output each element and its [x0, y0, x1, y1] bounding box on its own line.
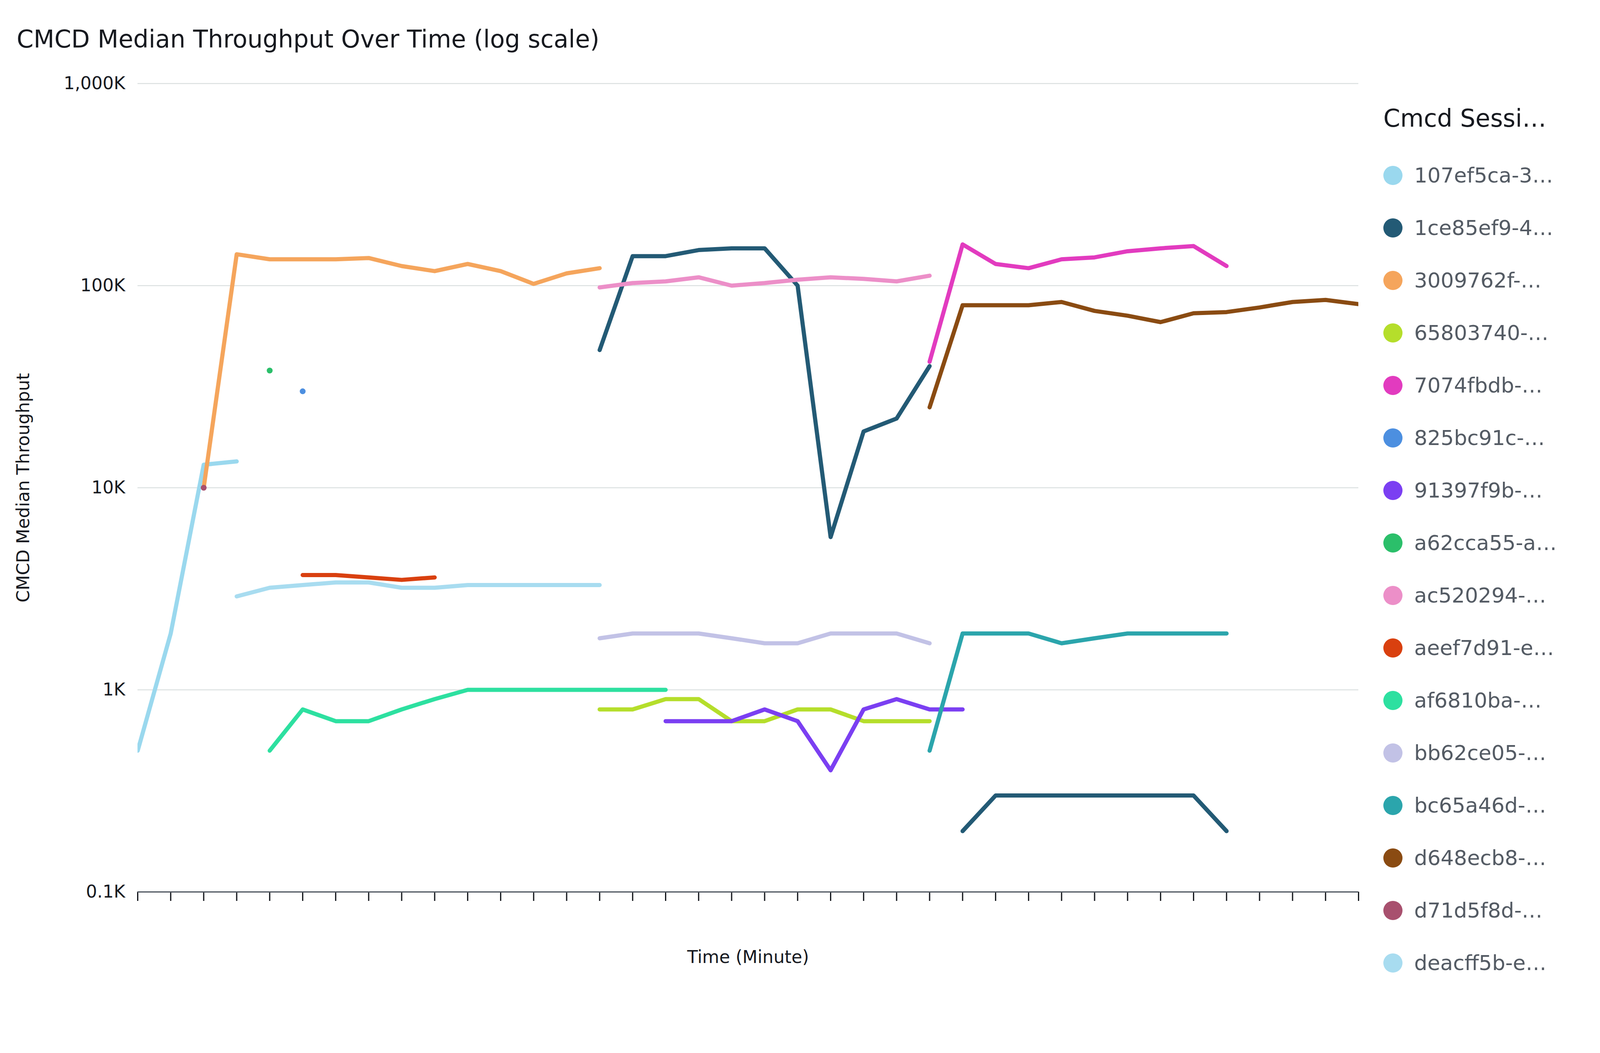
html-text:d648ecb8-…: d648ecb8-…	[1414, 845, 1547, 870]
html-text:aeef7d91-e…: aeef7d91-e…	[1414, 635, 1555, 660]
svg-text:1K: 1K	[102, 679, 126, 700]
html-text:ac520294-…: ac520294-…	[1414, 583, 1547, 608]
html-text:3009762f-…: 3009762f-…	[1414, 268, 1542, 293]
svg-text:Time (Minute): Time (Minute)	[686, 946, 809, 968]
html-text:bc65a46d-…: bc65a46d-…	[1414, 793, 1547, 818]
html-text:7074fbdb-…: 7074fbdb-…	[1414, 373, 1543, 398]
svg-text:100K: 100K	[80, 275, 126, 296]
html-text:deacff5b-e…: deacff5b-e…	[1414, 950, 1547, 975]
html-text:bb62ce05-…: bb62ce05-…	[1414, 740, 1547, 765]
html-text:CMCD Median Throughput Over Ti: CMCD Median Throughput Over Time (log sc…	[16, 25, 600, 54]
html-text:a62cca55-a…: a62cca55-a…	[1414, 530, 1557, 555]
svg-text:CMCD Median Throughput: CMCD Median Throughput	[12, 372, 34, 603]
html-text:Cmcd Sessi…: Cmcd Sessi…	[1383, 104, 1547, 133]
html-text:af6810ba-…: af6810ba-…	[1414, 688, 1542, 713]
svg-text:10K: 10K	[91, 477, 126, 498]
html-text:107ef5ca-3…: 107ef5ca-3…	[1414, 163, 1554, 188]
html-text:825bc91c-…: 825bc91c-…	[1414, 425, 1545, 450]
html-text:1ce85ef9-4…: 1ce85ef9-4…	[1414, 215, 1554, 240]
svg-text:1,000K: 1,000K	[63, 72, 126, 94]
html-text:91397f9b-…: 91397f9b-…	[1414, 478, 1543, 503]
html-text:65803740-…: 65803740-…	[1414, 320, 1549, 345]
svg-text:0.1K: 0.1K	[85, 881, 126, 902]
html-text:d71d5f8d-…: d71d5f8d-…	[1414, 898, 1543, 923]
